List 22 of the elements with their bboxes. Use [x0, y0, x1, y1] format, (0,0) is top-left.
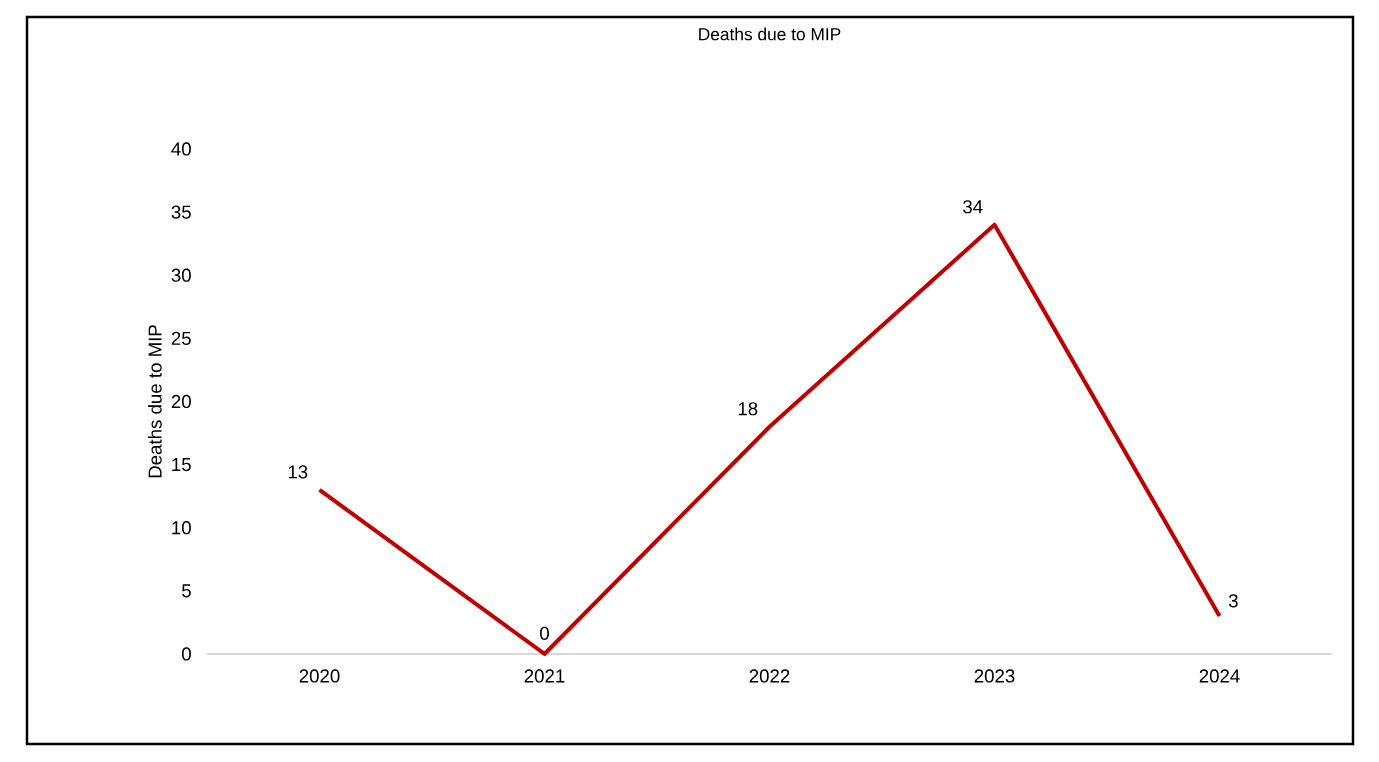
- x-tick-label: 2021: [524, 669, 565, 683]
- y-tick-label: 30: [171, 268, 191, 282]
- data-label: 0: [540, 626, 549, 640]
- y-tick-label: 0: [181, 647, 191, 661]
- data-label: 13: [288, 465, 308, 479]
- data-label: 34: [963, 200, 983, 214]
- y-axis-title: Deaths due to MIP: [148, 325, 162, 478]
- y-tick-label: 20: [171, 394, 191, 409]
- y-tick-label: 35: [171, 205, 191, 219]
- y-tick-label: 40: [171, 142, 191, 156]
- y-tick-label: 15: [172, 458, 191, 472]
- y-tick-label: 5: [182, 584, 191, 598]
- line-series: [317, 222, 1222, 656]
- y-tick-label: 25: [171, 331, 191, 345]
- data-label: 3: [1228, 594, 1238, 608]
- x-tick-label: 2023: [974, 669, 1015, 683]
- x-tick-label: 2020: [299, 669, 340, 683]
- y-tick-label: 10: [172, 521, 191, 535]
- x-tick-label: 2024: [1199, 669, 1240, 683]
- chart-title: Deaths due to MIP: [699, 27, 841, 41]
- data-label: 18: [738, 402, 758, 416]
- x-tick-label: 2022: [749, 669, 790, 683]
